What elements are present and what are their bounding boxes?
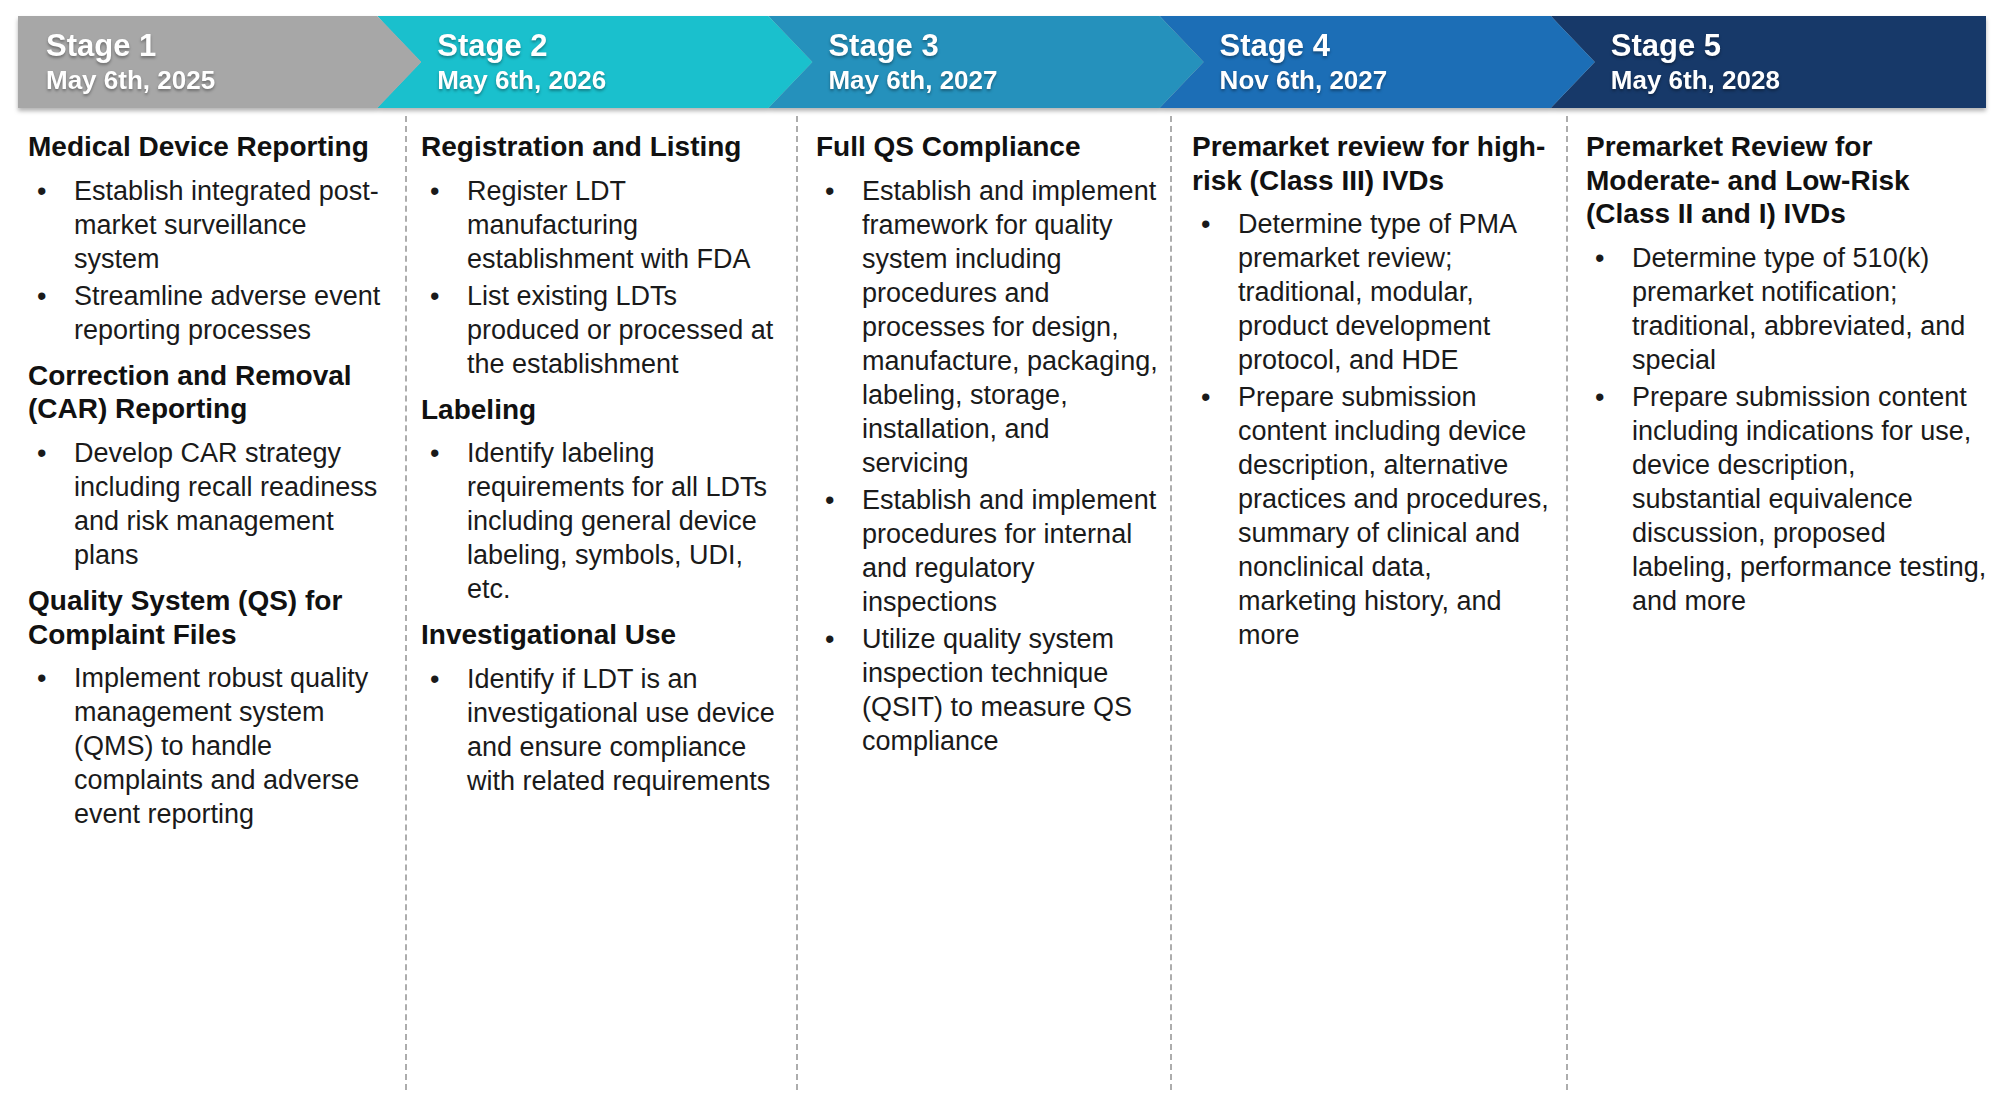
content-column-stage-5: Premarket Review for Moderate- and Low-R… [1568, 116, 2000, 1090]
bullet-text: Determine type of PMA premarket review; … [1238, 207, 1556, 377]
bullet-marker: • [28, 436, 74, 572]
bullet-marker: • [816, 174, 862, 480]
bullet-item: •Register LDT manufacturing establishmen… [421, 174, 786, 276]
stage-label: Stage 4 [1220, 30, 1595, 63]
bullet-text: Establish and implement framework for qu… [862, 174, 1160, 480]
stage-chevron-1: Stage 1 May 6th, 2025 [18, 16, 421, 108]
bullet-marker: • [421, 436, 467, 606]
stage-date: May 6th, 2027 [828, 67, 1203, 94]
section-heading: Investigational Use [421, 618, 786, 652]
section-heading: Medical Device Reporting [28, 130, 395, 164]
bullet-item: •Determine type of 510(k) premarket noti… [1586, 241, 1990, 377]
bullet-item: •Utilize quality system inspection techn… [816, 622, 1160, 758]
bullet-marker: • [421, 174, 467, 276]
bullet-item: •List existing LDTs produced or processe… [421, 279, 786, 381]
content-column-stage-3: Full QS Compliance•Establish and impleme… [798, 116, 1172, 1090]
section-heading: Quality System (QS) for Complaint Files [28, 584, 395, 651]
stage-chevron-2: Stage 2 May 6th, 2026 [377, 16, 812, 108]
content-column-stage-4: Premarket review for high-risk (Class II… [1172, 116, 1568, 1090]
stage-label: Stage 1 [46, 30, 421, 63]
bullet-item: •Establish and implement procedures for … [816, 483, 1160, 619]
bullet-text: Utilize quality system inspection techni… [862, 622, 1160, 758]
bullet-item: •Develop CAR strategy including recall r… [28, 436, 395, 572]
bullet-marker: • [1192, 380, 1238, 652]
stage-date: May 6th, 2025 [46, 67, 421, 94]
content-column-stage-2: Registration and Listing•Register LDT ma… [407, 116, 798, 1090]
bullet-marker: • [1192, 207, 1238, 377]
bullet-item: •Prepare submission content including de… [1192, 380, 1556, 652]
bullet-item: •Identify labeling requirements for all … [421, 436, 786, 606]
bullet-item: •Streamline adverse event reporting proc… [28, 279, 395, 347]
bullet-text: Develop CAR strategy including recall re… [74, 436, 395, 572]
bullet-item: •Establish and implement framework for q… [816, 174, 1160, 480]
stage-label: Stage 3 [828, 30, 1203, 63]
bullet-marker: • [816, 483, 862, 619]
bullet-text: Implement robust quality management syst… [74, 661, 395, 831]
bullet-marker: • [28, 279, 74, 347]
bullet-text: Streamline adverse event reporting proce… [74, 279, 395, 347]
section-heading: Registration and Listing [421, 130, 786, 164]
bullet-text: Prepare submission content including ind… [1632, 380, 1990, 618]
stage-date: May 6th, 2026 [437, 67, 812, 94]
bullet-item: •Identify if LDT is an investigational u… [421, 662, 786, 798]
bullet-item: •Establish integrated post-market survei… [28, 174, 395, 276]
bullet-marker: • [421, 662, 467, 798]
bullet-text: Identify labeling requirements for all L… [467, 436, 786, 606]
stage-date: Nov 6th, 2027 [1220, 67, 1595, 94]
bullet-text: Determine type of 510(k) premarket notif… [1632, 241, 1990, 377]
bullet-text: Register LDT manufacturing establishment… [467, 174, 786, 276]
bullet-text: Identify if LDT is an investigational us… [467, 662, 786, 798]
bullet-text: Establish integrated post-market surveil… [74, 174, 395, 276]
section-heading: Premarket Review for Moderate- and Low-R… [1586, 130, 1990, 231]
bullet-marker: • [1586, 241, 1632, 377]
section-heading: Full QS Compliance [816, 130, 1160, 164]
bullet-marker: • [1586, 380, 1632, 618]
stage-header: Stage 1 May 6th, 2025 Stage 2 May 6th, 2026… [18, 16, 1986, 108]
bullet-marker: • [816, 622, 862, 758]
stage-label: Stage 2 [437, 30, 812, 63]
content-column-stage-1: Medical Device Reporting•Establish integ… [0, 116, 407, 1090]
content-row: Medical Device Reporting•Establish integ… [0, 116, 2000, 1090]
section-heading: Correction and Removal (CAR) Reporting [28, 359, 395, 426]
bullet-marker: • [28, 661, 74, 831]
section-heading: Premarket review for high-risk (Class II… [1192, 130, 1556, 197]
timeline-diagram: Stage 1 May 6th, 2025 Stage 2 May 6th, 2026… [0, 0, 2000, 1094]
bullet-text: List existing LDTs produced or processed… [467, 279, 786, 381]
bullet-marker: • [421, 279, 467, 381]
stage-chevron-3: Stage 3 May 6th, 2027 [768, 16, 1203, 108]
bullet-item: •Prepare submission content including in… [1586, 380, 1990, 618]
section-heading: Labeling [421, 393, 786, 427]
bullet-item: •Determine type of PMA premarket review;… [1192, 207, 1556, 377]
bullet-text: Establish and implement procedures for i… [862, 483, 1160, 619]
bullet-text: Prepare submission content including dev… [1238, 380, 1556, 652]
stage-date: May 6th, 2028 [1611, 67, 1986, 94]
bullet-item: •Implement robust quality management sys… [28, 661, 395, 831]
stage-chevron-5: Stage 5 May 6th, 2028 [1551, 16, 1986, 108]
bullet-marker: • [28, 174, 74, 276]
stage-label: Stage 5 [1611, 30, 1986, 63]
stage-chevron-4: Stage 4 Nov 6th, 2027 [1160, 16, 1595, 108]
